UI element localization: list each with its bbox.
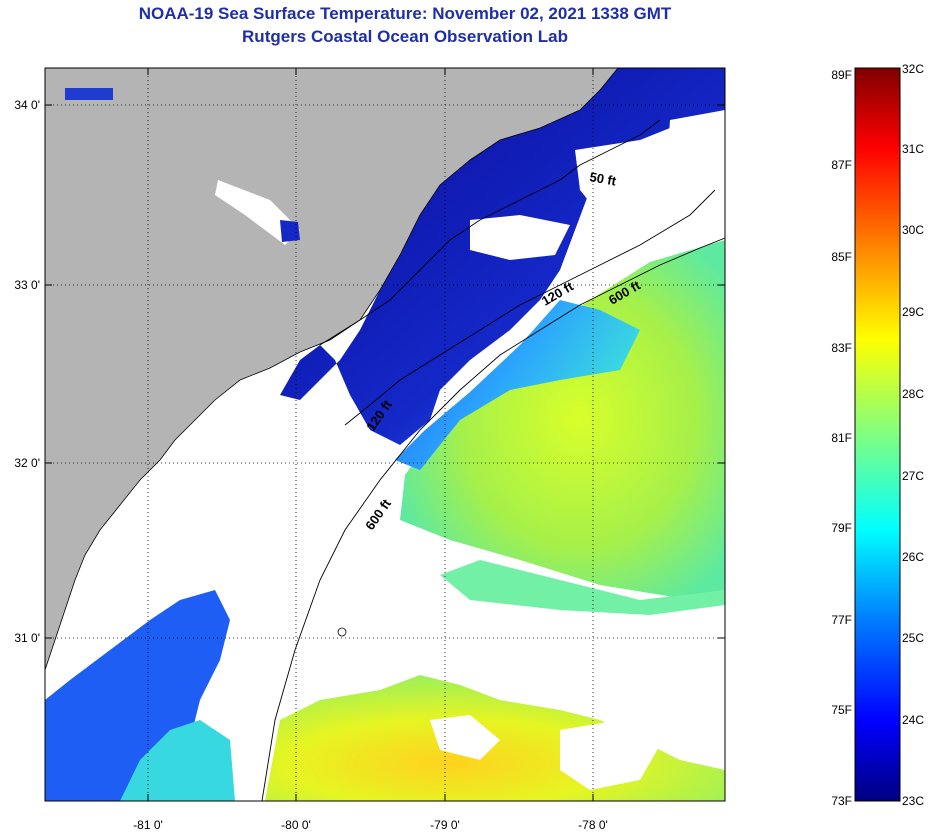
lat-label-33: 33 0': [14, 278, 40, 292]
cloud-patch-se: [560, 720, 660, 790]
cloud-patch-shelf: [470, 215, 570, 260]
contour-600ft: [261, 237, 725, 801]
land: [45, 68, 618, 670]
axis-ticks: [45, 68, 725, 801]
colorbar-c-label: 23C: [902, 794, 925, 808]
colorbar-f-label: 73F: [831, 794, 852, 808]
colorbar-f-label: 85F: [831, 250, 852, 264]
lon-label-78: -78 0': [578, 818, 608, 832]
contour-label-50ft: 50 ft: [588, 169, 618, 189]
colorbar-c-label: 28C: [902, 387, 925, 401]
colorbar-c-label: 30C: [902, 223, 925, 237]
colorbar-f-label: 81F: [831, 431, 852, 445]
colorbar-c-label: 31C: [902, 142, 925, 156]
map-subtitle: Rutgers Coastal Ocean Observation Lab: [242, 27, 568, 46]
colorbar-f-label: 89F: [831, 68, 852, 82]
nearshore-water-south-green: [120, 720, 235, 801]
coastline: [45, 68, 619, 671]
contour-50ft: [319, 119, 661, 346]
colorbar-c-label: 32C: [902, 62, 925, 76]
cloud-patch-north: [575, 140, 660, 215]
lon-label-80: -80 0': [281, 818, 311, 832]
colorbar-c-label: 27C: [902, 469, 925, 483]
shelf-water: [395, 300, 640, 470]
colorbar-f-label: 79F: [831, 521, 852, 535]
colorbar-c-label: 26C: [902, 550, 925, 564]
contour-120ft: [344, 189, 716, 426]
graticule: [45, 68, 725, 801]
colorbar-f-label: 83F: [831, 341, 852, 355]
colorbar: [854, 67, 901, 802]
lat-label-32: 32 0': [14, 456, 40, 470]
lat-label-31: 31 0': [14, 631, 40, 645]
colorbar-c-label: 25C: [902, 631, 925, 645]
warm-water-offshore: [400, 240, 725, 598]
lon-label-79: -79 0': [430, 818, 460, 832]
cloud-patch-ne: [660, 110, 725, 250]
colorbar-c-label: 24C: [902, 713, 925, 727]
colorbar-c-label: 29C: [902, 305, 925, 319]
map-title: NOAA-19 Sea Surface Temperature: Novembe…: [138, 4, 672, 23]
map-frame: [44, 67, 726, 802]
colorbar-f-label: 75F: [831, 703, 852, 717]
cyan-water-band: [440, 560, 725, 615]
colorbar-f-label: 87F: [831, 158, 852, 172]
colorbar-f-label: 77F: [831, 613, 852, 627]
cloud-patch-south: [430, 715, 500, 760]
lat-label-34: 34 0': [14, 98, 40, 112]
lon-label-81: -81 0': [133, 818, 163, 832]
